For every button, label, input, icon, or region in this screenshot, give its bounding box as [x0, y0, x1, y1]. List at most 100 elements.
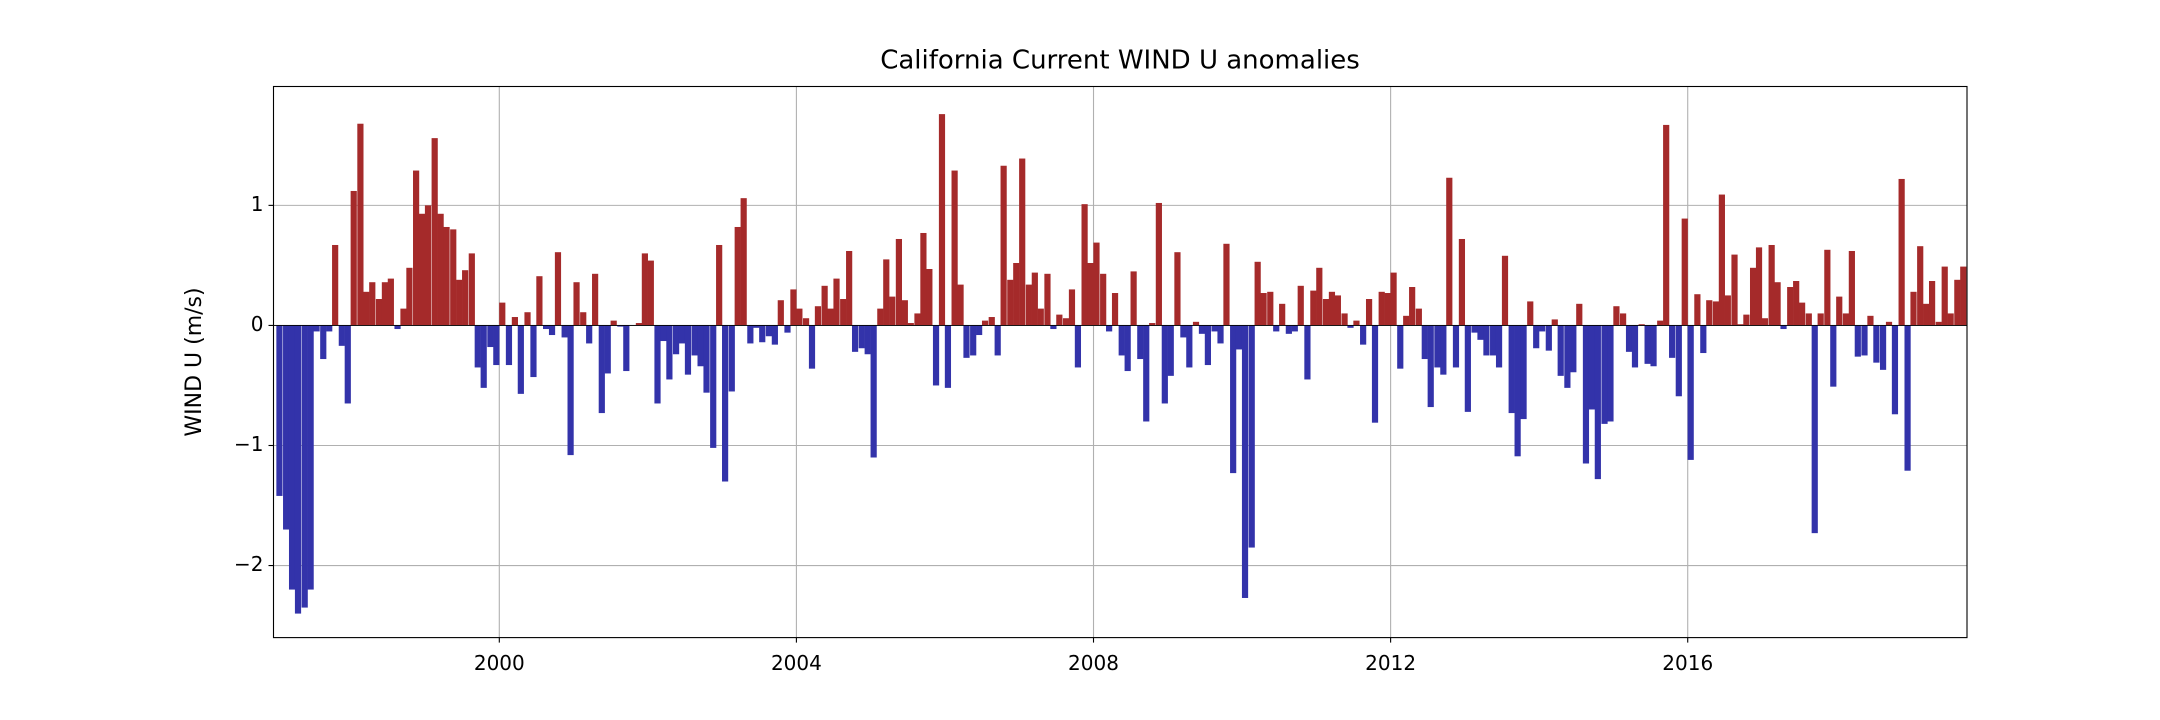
bar	[1490, 325, 1497, 356]
bar	[1427, 325, 1434, 408]
bar	[1062, 318, 1070, 326]
y-tick-label: 0	[251, 312, 264, 336]
bar	[1180, 325, 1187, 338]
bar	[1508, 325, 1515, 414]
bar	[1019, 158, 1026, 326]
bar	[1594, 325, 1601, 480]
bar	[802, 318, 810, 326]
bar	[524, 312, 531, 326]
bar	[1582, 325, 1590, 464]
bar	[976, 325, 983, 336]
bar	[1434, 325, 1441, 368]
bar	[814, 306, 822, 326]
x-tick-label: 2016	[1662, 651, 1713, 675]
bar	[1817, 313, 1824, 326]
bar	[796, 308, 803, 326]
bar	[734, 226, 741, 326]
bar	[1687, 325, 1694, 460]
bar	[1440, 325, 1447, 375]
bar	[1149, 323, 1156, 326]
bar	[1520, 325, 1527, 420]
bar	[1248, 325, 1255, 548]
bar	[1124, 325, 1131, 372]
bar	[1923, 303, 1930, 326]
bar	[1464, 325, 1471, 412]
bar	[536, 276, 543, 326]
bar	[1223, 243, 1230, 326]
bar	[344, 325, 351, 404]
bar	[548, 325, 556, 336]
bar	[660, 325, 667, 342]
bar	[846, 250, 853, 326]
y-tick-label: −1	[234, 432, 263, 456]
bar	[1941, 266, 1948, 326]
bar	[598, 325, 605, 414]
bar	[307, 325, 314, 590]
bar	[1198, 325, 1206, 334]
bar	[1025, 284, 1032, 326]
bar	[1830, 325, 1837, 387]
bar	[1013, 262, 1020, 326]
bar	[970, 325, 977, 356]
bar	[363, 291, 370, 326]
bar	[413, 170, 420, 326]
bar	[332, 244, 339, 326]
bar	[1848, 250, 1855, 326]
bar	[1458, 238, 1466, 326]
bar	[586, 325, 593, 344]
x-tick-label: 2000	[474, 651, 525, 675]
bar	[499, 302, 506, 326]
bar	[1050, 325, 1057, 330]
bar	[1873, 325, 1880, 363]
bar	[505, 325, 513, 366]
bar	[1341, 313, 1348, 326]
bar	[1694, 294, 1701, 326]
bar	[1867, 315, 1874, 326]
bar	[1267, 291, 1274, 326]
bar	[1100, 273, 1107, 326]
bar	[431, 138, 438, 326]
bar	[1904, 325, 1911, 471]
bar	[858, 325, 865, 349]
bar	[1935, 321, 1942, 326]
bar	[276, 325, 283, 496]
bar	[1483, 325, 1490, 356]
bar	[765, 325, 773, 337]
bar	[1681, 218, 1688, 326]
bar	[678, 325, 686, 344]
bar	[895, 238, 903, 326]
bar	[1805, 313, 1812, 326]
bar	[1774, 282, 1781, 326]
bar	[1793, 281, 1800, 326]
bar	[1235, 325, 1243, 350]
bar	[313, 325, 320, 332]
bar	[1799, 302, 1806, 326]
bar	[1731, 254, 1738, 326]
bar	[1712, 301, 1720, 326]
bar	[1241, 325, 1249, 598]
bar	[641, 253, 648, 326]
bar	[1755, 247, 1763, 326]
bar	[1260, 293, 1267, 326]
bar	[1545, 325, 1552, 351]
bar	[691, 325, 698, 356]
bar	[684, 325, 692, 375]
bar	[851, 325, 859, 352]
bar	[1669, 325, 1676, 358]
bar	[808, 325, 816, 369]
bar	[1316, 267, 1323, 326]
bar	[1353, 320, 1360, 326]
bar	[1390, 272, 1397, 326]
bar	[1564, 325, 1571, 388]
bar	[784, 325, 791, 333]
bar	[889, 296, 896, 326]
bar	[1230, 325, 1237, 474]
bar	[1501, 255, 1509, 326]
bar	[672, 325, 680, 355]
bar	[468, 253, 475, 326]
bar	[1093, 242, 1100, 326]
bar	[1588, 325, 1595, 410]
bar	[1279, 303, 1286, 326]
bar	[617, 325, 624, 327]
